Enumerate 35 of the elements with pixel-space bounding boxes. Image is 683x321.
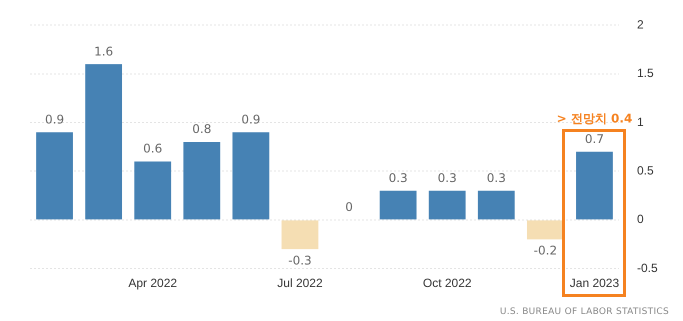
y-tick-label: 0 <box>637 212 644 226</box>
bar <box>576 152 613 220</box>
data-label: 0.3 <box>438 170 457 185</box>
bar <box>526 220 564 240</box>
data-label: 0.8 <box>192 122 212 136</box>
text: U.S. BUREAU OF LABOR STATISTICS <box>500 307 669 317</box>
data-label: -0.2 <box>534 244 558 258</box>
data-label: 0.9 <box>44 112 64 126</box>
bar <box>85 64 122 220</box>
y-tick-label: 0.5 <box>637 164 654 178</box>
bar <box>380 190 417 220</box>
x-tick-label: Jan 2023 <box>570 276 620 290</box>
y-tick-label: 1.5 <box>637 66 654 80</box>
data-label: 0.6 <box>143 142 162 156</box>
y-tick-label: 2 <box>637 18 644 32</box>
data-label: 0 <box>345 200 353 214</box>
data-label: 0.3 <box>486 170 506 185</box>
bar <box>134 162 172 220</box>
data-label: 1.6 <box>94 44 114 58</box>
x-tick-label: Apr 2022 <box>128 276 178 290</box>
bar <box>478 190 515 220</box>
bar <box>36 132 73 220</box>
bar <box>232 132 270 220</box>
bar <box>183 142 220 220</box>
data-label: 0.3 <box>388 170 408 185</box>
x-tick-label: Jul 2022 <box>277 276 323 290</box>
y-tick-label: 1 <box>637 114 644 129</box>
y-tick-label: -0.5 <box>637 260 658 275</box>
data-label: 0.9 <box>241 112 260 126</box>
bar <box>428 190 466 220</box>
annotation: > 전망치 0.4 <box>556 111 632 126</box>
data-label: 0.7 <box>584 132 604 146</box>
bar <box>282 220 318 250</box>
data-label: -0.3 <box>288 253 312 268</box>
x-tick-label: Oct 2022 <box>422 276 472 290</box>
